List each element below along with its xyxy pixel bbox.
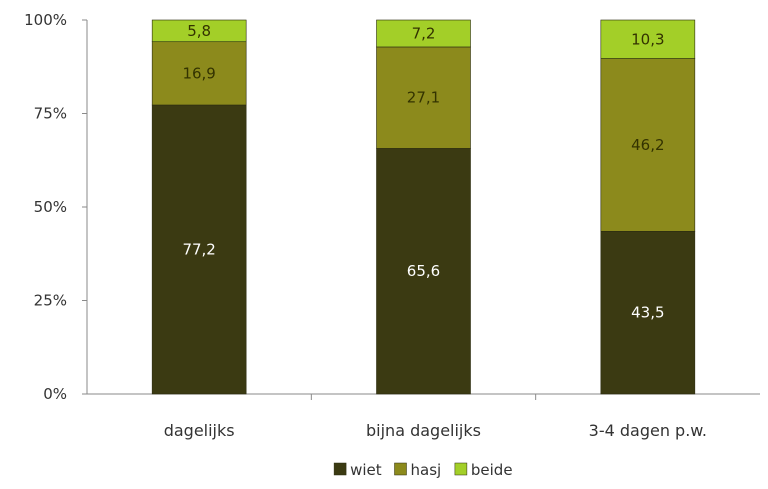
legend-label-beide: beide <box>471 461 513 479</box>
legend-label-wiet: wiet <box>350 461 382 479</box>
data-label-hasj: 16,9 <box>182 64 215 82</box>
y-tick-label: 25% <box>34 292 67 310</box>
y-tick-label: 100% <box>24 11 67 29</box>
bar-segment-beide <box>151 19 247 43</box>
data-label-beide: 5,8 <box>187 22 211 40</box>
bar-segment-wiet <box>151 104 247 395</box>
data-label-hasj: 27,1 <box>407 89 440 107</box>
legend-label-hasj: hasj <box>411 461 442 479</box>
data-label-beide: 10,3 <box>631 30 664 48</box>
y-tick-label: 50% <box>34 198 67 216</box>
data-label-beide: 7,2 <box>412 24 436 42</box>
data-label-wiet: 43,5 <box>631 304 664 322</box>
data-label-hasj: 46,2 <box>631 136 664 154</box>
bar-segment-hasj <box>151 41 247 106</box>
x-category-label: bijna dagelijks <box>366 421 481 440</box>
data-label-wiet: 65,6 <box>407 262 440 280</box>
y-tick-label: 75% <box>34 105 67 123</box>
bar-segment-hasj <box>600 58 696 232</box>
data-label-wiet: 77,2 <box>182 240 215 258</box>
legend-swatch-hasj <box>394 462 407 476</box>
bar-segment-beide <box>600 19 696 59</box>
bar-segment-wiet <box>600 231 696 395</box>
legend-swatch-wiet <box>333 462 347 476</box>
y-tick-label: 0% <box>43 385 67 403</box>
x-category-label: dagelijks <box>164 421 235 440</box>
x-category-label: 3-4 dagen p.w. <box>589 421 707 440</box>
legend-swatch-beide <box>454 462 468 476</box>
bar-segment-beide <box>376 19 471 48</box>
